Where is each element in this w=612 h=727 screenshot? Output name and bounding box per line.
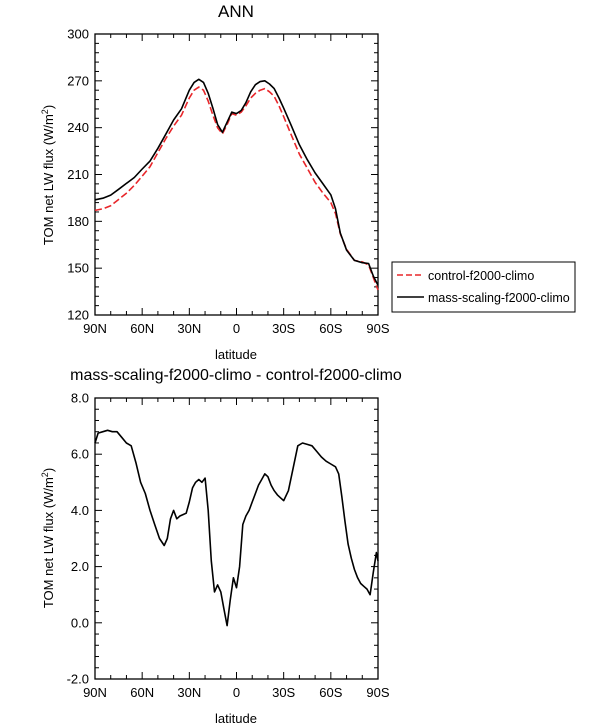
top-x-tick-label: 60S xyxy=(319,321,342,336)
bottom-chart-title: mass-scaling-f2000-climo - control-f2000… xyxy=(70,367,402,384)
legend-label-control: control-f2000-climo xyxy=(428,269,534,283)
top-y-tick-label: 270 xyxy=(67,73,89,88)
top-x-tick-label: 90N xyxy=(83,321,107,336)
bottom-chart-series xyxy=(94,429,379,627)
top-y-tick-label: 210 xyxy=(67,167,89,182)
top-chart-panel: ANN 90N 60N 30N 0 30S 60S 90S 120 150 180 210 240 27… xyxy=(40,2,390,362)
bottom-x-tick-label: 60S xyxy=(319,685,342,700)
bottom-x-tick-label: 90N xyxy=(83,685,107,700)
top-x-tick-label: 60N xyxy=(130,321,154,336)
top-x-tick-label: 30N xyxy=(177,321,201,336)
top-chart-series xyxy=(94,78,379,291)
top-chart-ticks: 90N 60N 30N 0 30S 60S 90S 120 150 180 210 240 270 300 xyxy=(67,27,390,337)
top-x-tick-label: 0 xyxy=(233,321,240,336)
top-x-tick-label: 90S xyxy=(366,321,389,336)
bottom-x-tick-label: 0 xyxy=(233,685,240,700)
legend: control-f2000-climo mass-scaling-f2000-c… xyxy=(391,261,576,313)
top-series-line-2 xyxy=(94,78,379,286)
top-series-line-1 xyxy=(94,86,379,291)
top-x-tick-label: 30S xyxy=(272,321,295,336)
legend-box xyxy=(391,261,576,313)
bottom-x-tick-label: 30S xyxy=(272,685,295,700)
bottom-x-tick-label: 60N xyxy=(130,685,154,700)
top-chart-x-axis-label: latitude xyxy=(215,347,257,362)
bottom-chart-ticks: 90N 60N 30N 0 30S 60S 90S -2.0 0.0 2.0 4.0 6.0 8.0 xyxy=(67,391,390,701)
bottom-chart-x-axis-label: latitude xyxy=(215,711,257,726)
bottom-y-tick-label: 0.0 xyxy=(71,615,89,630)
bottom-y-tick-label: 4.0 xyxy=(71,503,89,518)
bottom-series-line-1 xyxy=(94,429,379,627)
top-y-tick-label: 120 xyxy=(67,308,89,323)
top-y-tick-label: 180 xyxy=(67,214,89,229)
top-y-tick-label: 240 xyxy=(67,120,89,135)
bottom-chart-frame xyxy=(94,397,379,680)
bottom-x-tick-label: 30N xyxy=(177,685,201,700)
bottom-x-tick-label: 90S xyxy=(366,685,389,700)
legend-label-mass-scaling: mass-scaling-f2000-climo xyxy=(428,291,570,305)
bottom-y-tick-label: -2.0 xyxy=(67,672,89,687)
top-chart-y-axis-label: TOM net LW flux (W/m2) xyxy=(40,105,56,245)
bottom-chart-panel: mass-scaling-f2000-climo - control-f2000… xyxy=(40,367,402,726)
bottom-y-tick-label: 8.0 xyxy=(71,391,89,406)
top-y-tick-label: 150 xyxy=(67,261,89,276)
bottom-chart-y-axis-label: TOM net LW flux (W/m2) xyxy=(40,468,56,608)
bottom-y-tick-label: 2.0 xyxy=(71,559,89,574)
bottom-y-tick-label: 6.0 xyxy=(71,447,89,462)
top-y-tick-label: 300 xyxy=(67,27,89,42)
top-chart-title: ANN xyxy=(218,2,254,21)
